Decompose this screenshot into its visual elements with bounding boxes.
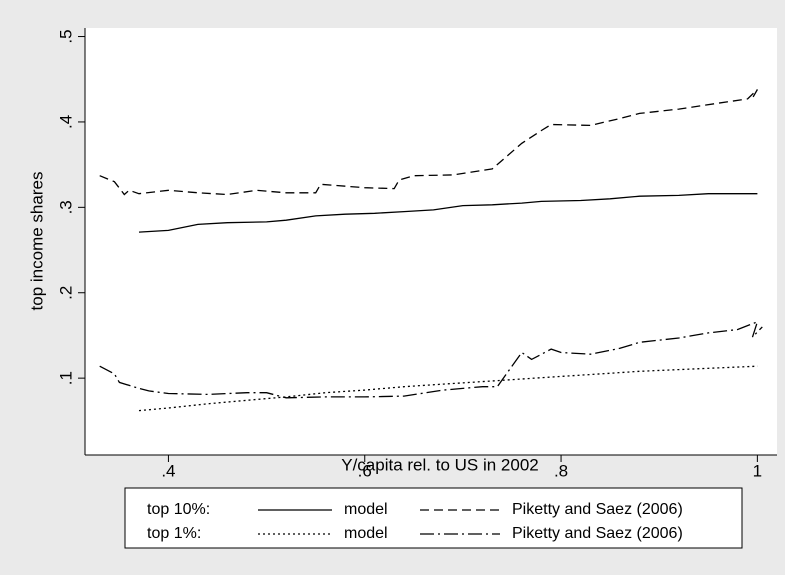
y-tick-label: .2 (56, 286, 75, 300)
legend-label: Piketty and Saez (2006) (512, 501, 683, 518)
legend-label: model (344, 525, 388, 542)
series-line (99, 320, 763, 399)
x-tick-label: .4 (161, 461, 175, 480)
x-axis-label: Y/capita rel. to US in 2002 (341, 455, 539, 474)
y-tick-label: .5 (56, 29, 75, 43)
legend-label: Piketty and Saez (2006) (512, 525, 683, 542)
plot-area (85, 28, 777, 455)
x-tick-label: 1 (753, 461, 762, 480)
y-tick-label: .4 (56, 115, 75, 129)
x-tick-label: .8 (554, 461, 568, 480)
legend-label: model (344, 501, 388, 518)
y-tick-label: .3 (56, 200, 75, 214)
series-line (138, 365, 758, 412)
legend: top 10%: top 1%: model Piketty and Saez (20… (124, 487, 743, 549)
y-axis-label: top income shares (27, 172, 46, 311)
legend-group-label: top 10%: (147, 501, 210, 518)
legend-box (124, 487, 743, 549)
x-tick-label: .6 (358, 461, 372, 480)
y-tick-label: .1 (56, 371, 75, 385)
series-line (99, 89, 758, 196)
series-line (138, 193, 758, 233)
legend-group-label: top 1%: (147, 525, 201, 542)
